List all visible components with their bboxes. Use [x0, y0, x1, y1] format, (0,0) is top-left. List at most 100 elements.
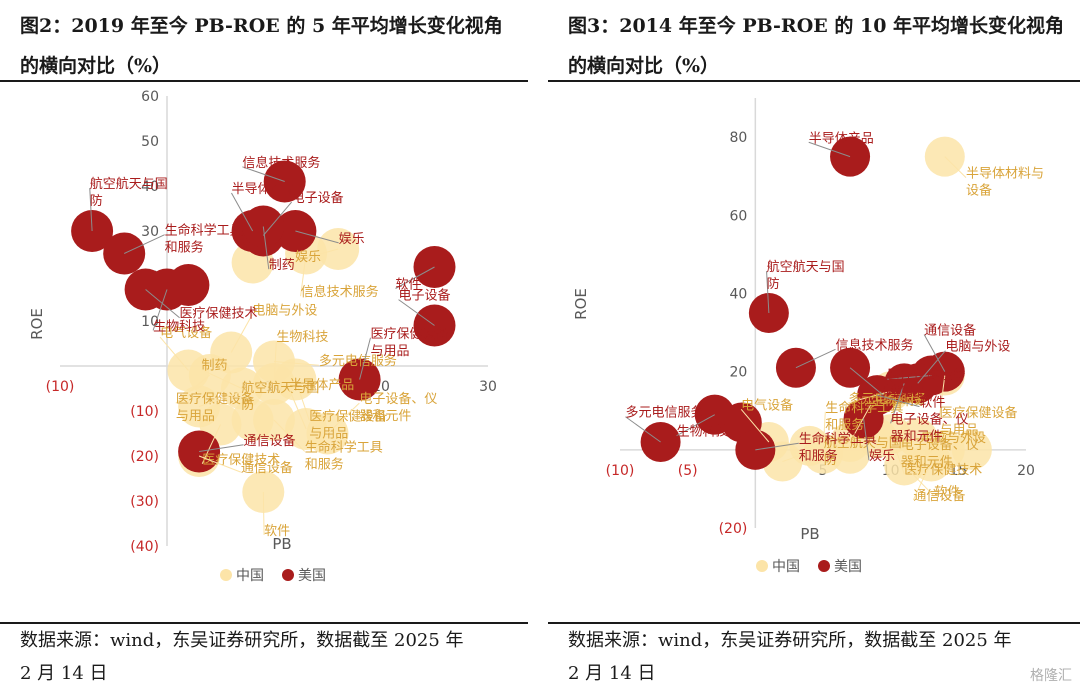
data-source-left: 数据来源：wind，东吴证券研究所，数据截至 2025 年 2 月 14 日 — [20, 624, 520, 690]
point-label: 和服务 — [799, 448, 838, 464]
leader-line — [795, 348, 836, 369]
y-tick-label: (20) — [130, 449, 159, 465]
y-tick-label: 60 — [730, 208, 748, 224]
leader-line — [242, 166, 285, 182]
point-label: 电气设备 — [741, 397, 793, 413]
chart-title-right: 图3：2014 年至今 PB-ROE 的 10 年平均增长变化视角 的横向对比（… — [568, 6, 1068, 86]
leader-line — [262, 226, 270, 270]
point-label: 医疗保健设备 — [370, 326, 448, 342]
data-source-right-line-1: 数据来源：wind，东吴证券研究所，数据截至 2025 年 — [568, 630, 1012, 651]
source-rule-right — [548, 622, 1080, 624]
x-tick-label: (5) — [678, 463, 698, 479]
leader-line — [877, 394, 920, 408]
point-label: 通信设备 — [924, 323, 976, 339]
data-bubble — [830, 347, 871, 388]
point-label: 航空航天与国 — [767, 259, 845, 275]
point-label: 航空航天与国 — [241, 380, 319, 396]
point-label: 信息技术服务 — [242, 155, 320, 171]
leader-line — [262, 491, 265, 536]
point-label: 娱乐 — [339, 232, 365, 247]
point-label: 和服务 — [165, 240, 204, 256]
leader-line — [676, 414, 715, 437]
point-label: 电脑与外设 — [252, 304, 317, 319]
point-label: 生命科学工具 — [305, 439, 383, 455]
point-label: 与用品 — [176, 409, 215, 424]
y-tick-label: (20) — [719, 521, 748, 537]
point-label: 通信设备 — [913, 488, 965, 504]
chart-title-right-line-2: 的横向对比（%） — [568, 55, 720, 77]
point-label: 生命科学工具 — [165, 223, 243, 239]
point-label: 半导体产品 — [809, 131, 874, 146]
leader-line — [849, 367, 884, 396]
leader-line — [822, 411, 826, 454]
leader-line — [877, 437, 922, 443]
point-label: 器和元件 — [359, 409, 411, 424]
point-label: 与用品 — [370, 344, 409, 359]
chart-title-right-line-1: 图3：2014 年至今 PB-ROE 的 10 年平均增长变化视角 — [568, 15, 1065, 37]
leader-line — [273, 341, 277, 385]
left-chart-panel: 图2：2019 年至今 PB-ROE 的 5 年平均增长变化视角 的横向对比（%… — [0, 0, 528, 691]
point-label: 生物科技 — [871, 394, 923, 409]
point-label: 生命科学工具 — [825, 400, 903, 416]
source-rule-left — [0, 622, 528, 624]
y-tick-label: 20 — [730, 365, 748, 381]
point-label: 生物科技 — [153, 319, 205, 334]
point-label: 电子设备 — [399, 288, 451, 304]
point-label: 电子设备、仪 — [359, 391, 437, 407]
point-label: 生物科技 — [677, 425, 729, 440]
leader-line — [201, 424, 221, 464]
point-label: 半导体产品 — [289, 378, 354, 393]
leader-line — [755, 442, 799, 451]
legend-marker — [282, 569, 294, 581]
leader-line — [295, 230, 339, 244]
y-tick-label: 40 — [730, 286, 748, 302]
point-label: 制药 — [201, 359, 227, 374]
leader-line — [923, 334, 946, 372]
point-label: 医疗保健设备 — [887, 367, 965, 383]
chart-title-left-line-2: 的横向对比（%） — [20, 55, 172, 77]
right-chart-panel: 图3：2014 年至今 PB-ROE 的 10 年平均增长变化视角 的横向对比（… — [548, 0, 1080, 691]
leader-line — [863, 418, 870, 461]
point-label: 医疗保健设备 — [939, 405, 1017, 421]
point-label: 防 — [767, 276, 780, 292]
leader-line — [198, 455, 242, 473]
point-label: 电气设备 — [160, 325, 212, 341]
y-tick-label: 60 — [141, 89, 159, 105]
point-label: 软件 — [396, 278, 422, 293]
point-label: 多元电信服务 — [625, 405, 703, 421]
chart-title-left-line-1: 图2：2019 年至今 PB-ROE 的 5 年平均增长变化视角 — [20, 15, 503, 37]
point-label: 和服务 — [825, 417, 864, 433]
x-axis-title: PB — [272, 535, 291, 553]
legend-marker — [756, 560, 768, 572]
point-label: 医疗保健技术 — [904, 463, 982, 478]
leader-line — [890, 383, 905, 424]
point-label: 与用品 — [309, 426, 348, 441]
y-axis-title: ROE — [572, 288, 590, 320]
data-bubble — [231, 399, 274, 441]
data-source-left-line-1: 数据来源：wind，东吴证券研究所，数据截至 2025 年 — [20, 630, 464, 651]
leader-line — [359, 337, 371, 380]
point-label: 医疗保健技术 — [202, 453, 280, 468]
point-label: 器和元件 — [901, 455, 953, 470]
leader-line — [740, 409, 770, 443]
leader-line — [294, 379, 310, 421]
legend-label: 美国 — [298, 568, 326, 584]
legend-label: 中国 — [772, 559, 800, 575]
point-label: 器和元件 — [891, 429, 943, 444]
point-label: 生物科技 — [276, 330, 328, 345]
leader-line — [848, 390, 891, 404]
point-label: 半导体产品 — [231, 182, 296, 197]
leader-line — [230, 314, 253, 353]
point-label: 防 — [241, 397, 254, 413]
data-bubble — [748, 293, 789, 333]
leader-line — [782, 446, 824, 463]
watermark-logo: 格隆汇 — [1030, 668, 1072, 684]
point-label: 电脑与外设 — [921, 431, 986, 446]
data-bubble — [735, 429, 776, 470]
point-label: 软件 — [934, 485, 960, 500]
point-label: 信息技术服务 — [835, 337, 913, 353]
leader-line — [294, 248, 339, 262]
y-tick-label: (40) — [130, 539, 159, 555]
data-source-right: 数据来源：wind，东吴证券研究所，数据截至 2025 年 2 月 14 日 — [568, 624, 1068, 690]
leader-line — [288, 388, 307, 430]
